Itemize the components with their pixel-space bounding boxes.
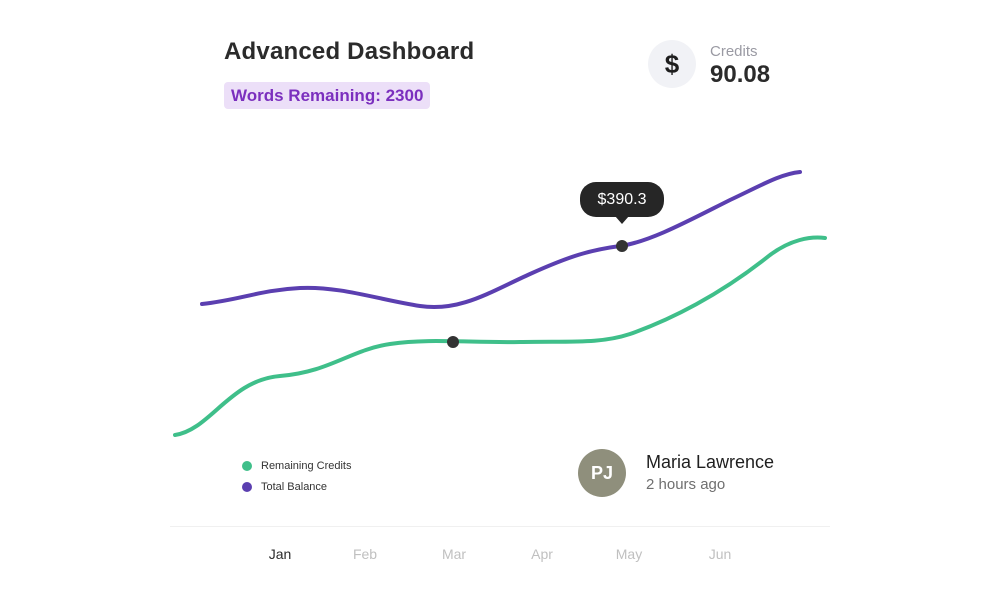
user-timestamp: 2 hours ago [646, 476, 726, 493]
month-tab-mar[interactable]: Mar [441, 546, 467, 562]
value-tooltip: $390.3 [580, 182, 664, 224]
credits-label: Credits [710, 43, 758, 60]
data-point-marker[interactable] [447, 336, 459, 348]
series-line-remaining-credits[interactable] [173, 235, 827, 437]
credits-value: 90.08 [710, 61, 771, 88]
legend-label: Remaining Credits [261, 459, 352, 472]
month-tab-jun[interactable]: Jun [708, 546, 732, 562]
series-line-total-balance[interactable] [200, 170, 802, 310]
avatar[interactable]: PJ [578, 449, 626, 497]
dollar-icon: $ [648, 40, 696, 88]
divider [170, 526, 830, 527]
page-title: Advanced Dashboard [224, 38, 475, 65]
month-tab-feb[interactable]: Feb [352, 546, 378, 562]
legend-item-total-balance[interactable]: Total Balance [242, 476, 351, 497]
user-name: Maria Lawrence [646, 452, 775, 472]
month-tab-apr[interactable]: Apr [531, 546, 553, 562]
words-remaining-badge: Words Remaining: 2300 [224, 82, 431, 109]
chart-legend: Remaining Credits Total Balance [242, 455, 351, 497]
legend-item-remaining-credits[interactable]: Remaining Credits [242, 455, 351, 476]
month-tab-jan[interactable]: Jan [268, 546, 292, 562]
dashboard-card: Advanced Dashboard Words Remaining: 2300… [170, 0, 830, 600]
dollar-glyph: $ [664, 48, 680, 79]
legend-label: Total Balance [261, 480, 328, 493]
legend-dot [242, 481, 252, 492]
legend-dot [242, 460, 252, 471]
line-chart[interactable] [170, 0, 830, 600]
month-tab-may[interactable]: May [615, 546, 643, 562]
data-point-marker[interactable] [616, 240, 628, 252]
